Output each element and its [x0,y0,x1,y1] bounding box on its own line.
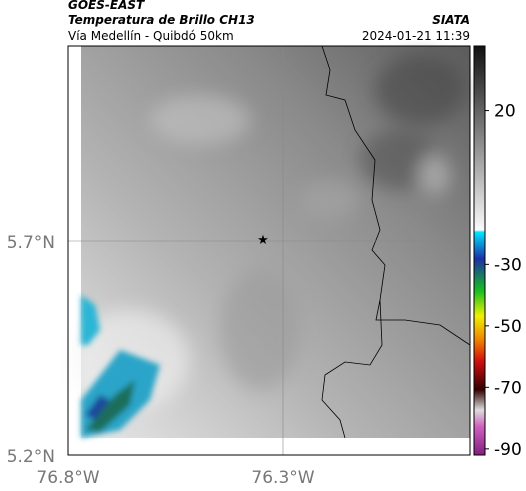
colorbar-tick-label: -50 [494,317,522,337]
satellite-image: ★ [67,45,471,456]
svg-text:★: ★ [257,233,269,248]
datetime: 2024-01-21 11:39 [362,29,470,43]
colorbar-tick-label: 20 [494,102,516,122]
colorbar-ticks: 20 -30 -50 -70 -90 [485,102,522,460]
colorbar-tick-label: -90 [494,440,522,460]
source: SIATA [432,13,470,27]
lat-label: 5.2°N [7,447,55,467]
colorbar [473,45,486,456]
subtitle: Vía Medellín - Quibdó 50km [68,29,234,43]
lon-label: 76.3°W [251,468,314,488]
lat-label: 5.7°N [7,233,55,253]
lon-label: 76.8°W [36,468,99,488]
satellite-label: GOES-EAST [68,0,145,12]
title: Temperatura de Brillo CH13 [68,13,255,27]
colorbar-tick-label: -70 [494,378,522,398]
colorbar-tick-label: -30 [494,255,522,275]
